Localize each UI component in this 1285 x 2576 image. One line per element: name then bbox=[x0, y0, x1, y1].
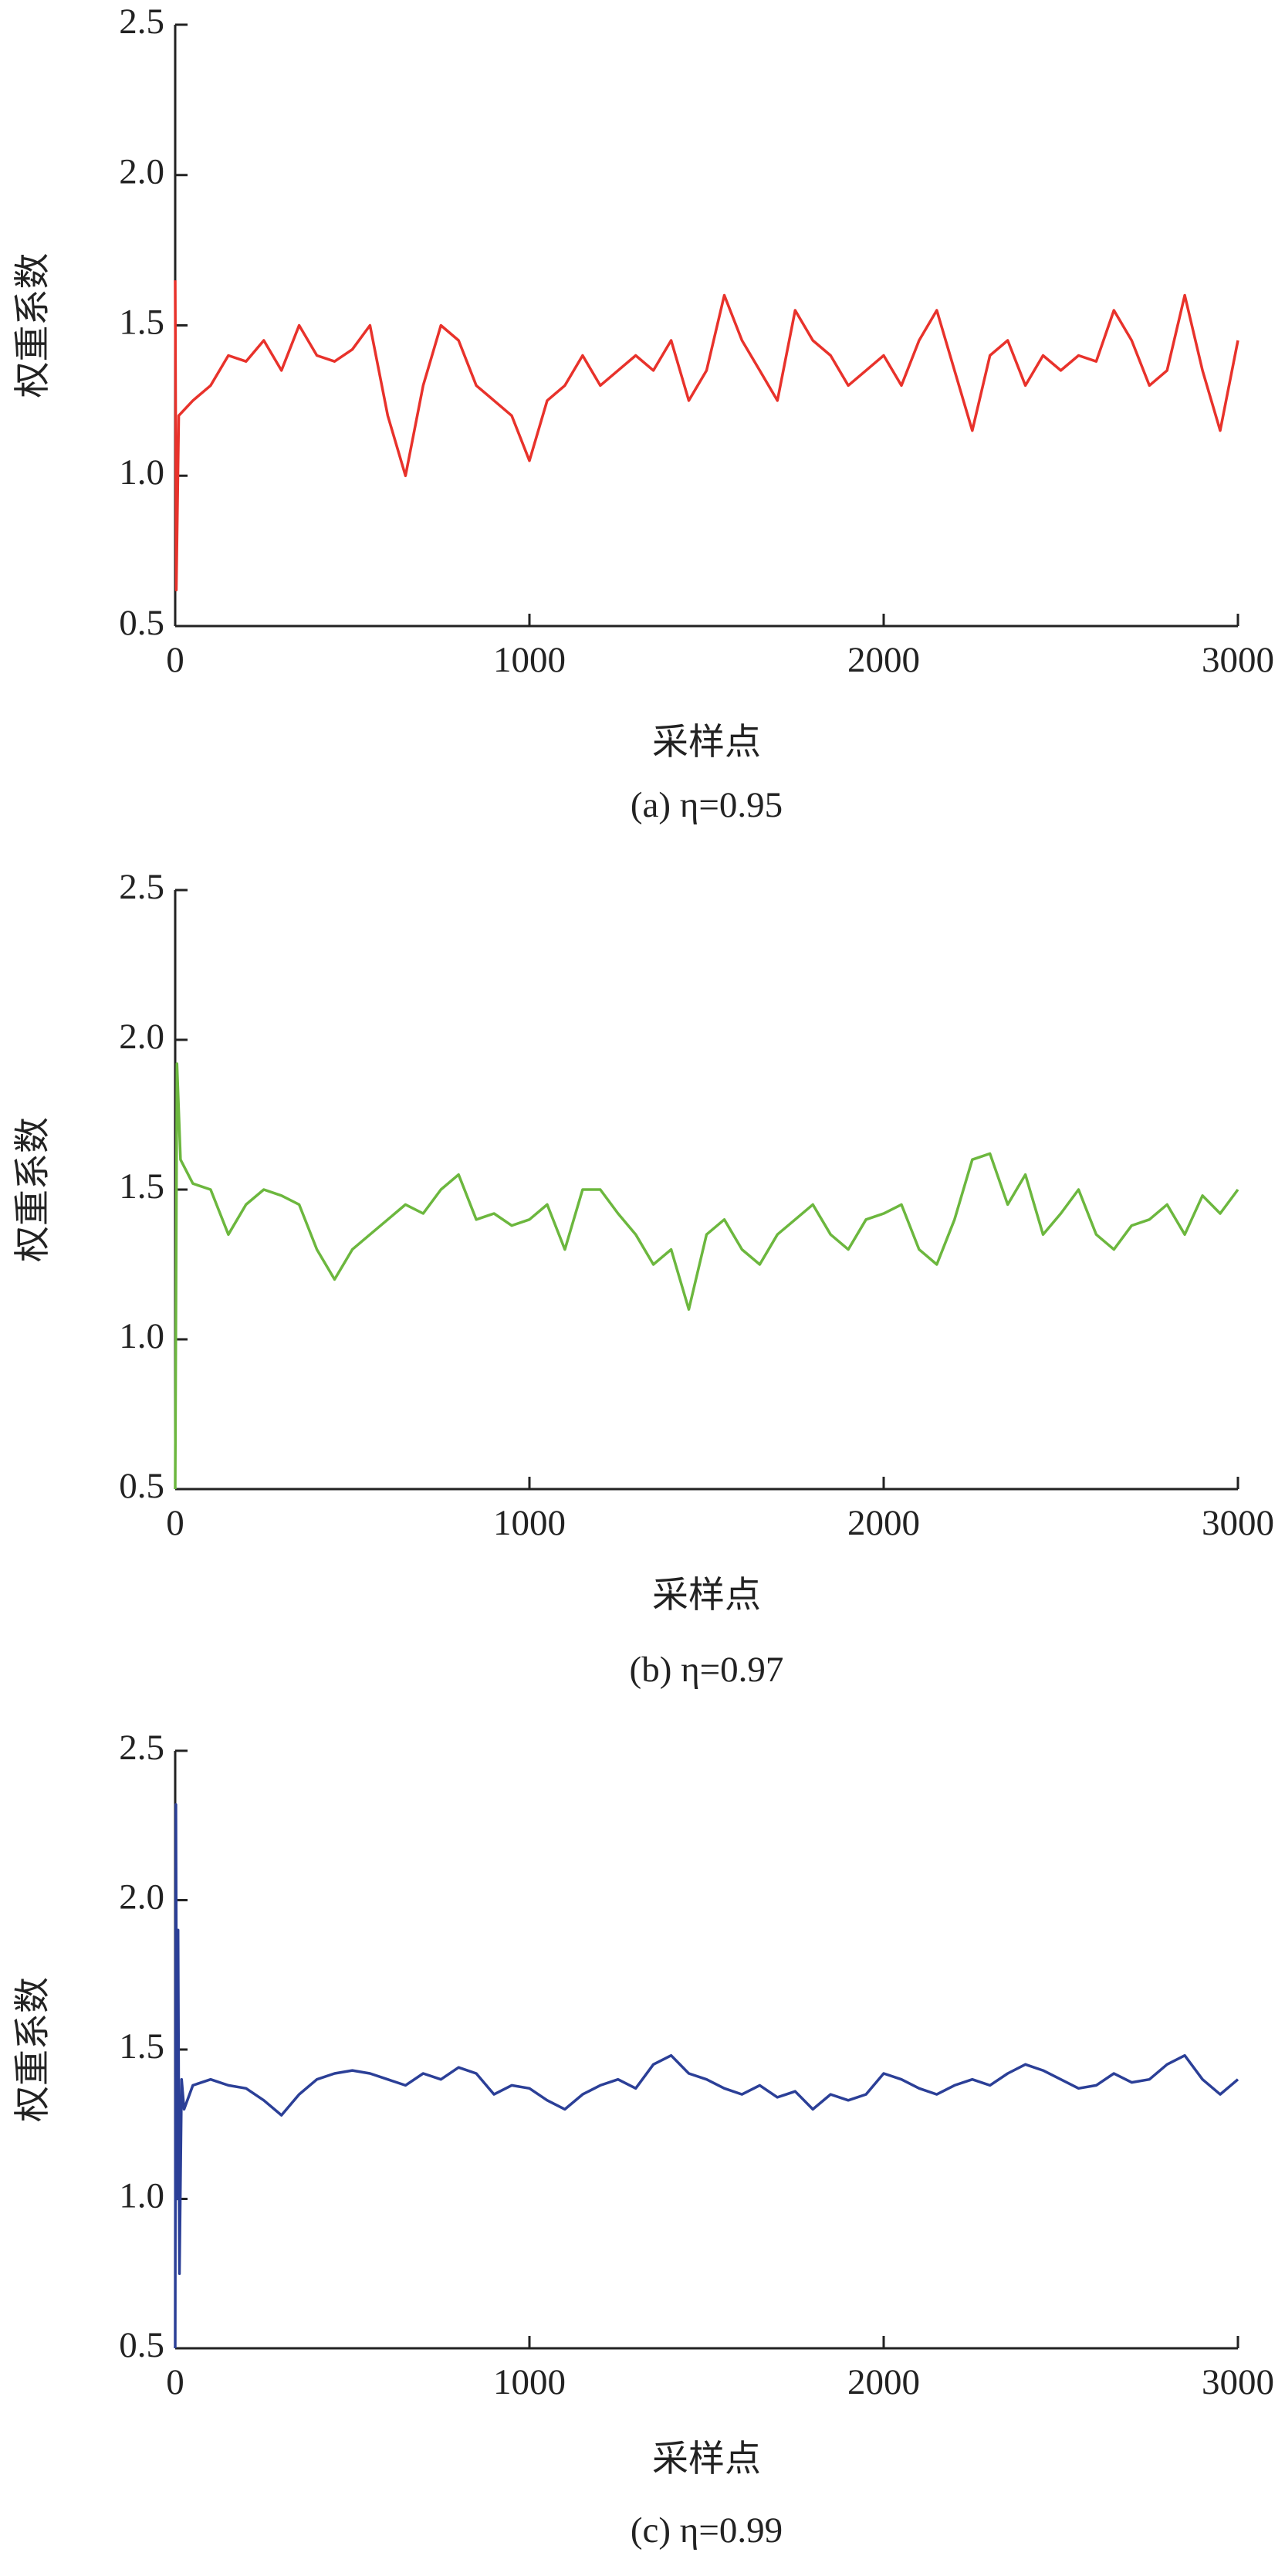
y-axis-label: 权重系数 bbox=[13, 1977, 53, 2122]
x-tick-label: 0 bbox=[166, 640, 184, 680]
line-series bbox=[174, 1803, 1239, 2349]
x-tick-label: 3000 bbox=[1202, 2362, 1274, 2402]
y-tick-label: 1.5 bbox=[119, 2026, 164, 2067]
y-tick-label: 2.0 bbox=[119, 152, 164, 192]
x-tick-label: 3000 bbox=[1202, 1503, 1274, 1543]
x-tick-label: 0 bbox=[166, 1503, 184, 1543]
y-tick-label: 1.0 bbox=[119, 1316, 164, 1356]
x-tick-label: 1000 bbox=[493, 1503, 566, 1543]
y-tick-label: 1.5 bbox=[119, 302, 164, 342]
x-tick-label: 0 bbox=[166, 2362, 184, 2402]
y-tick-label: 2.5 bbox=[119, 1728, 164, 1768]
y-axis-label: 权重系数 bbox=[13, 253, 53, 398]
y-tick-label: 2.5 bbox=[119, 2, 164, 42]
x-tick-label: 2000 bbox=[847, 640, 920, 680]
x-axis-label: 采样点 bbox=[652, 1576, 761, 1616]
y-tick-label: 1.0 bbox=[119, 2175, 164, 2215]
y-tick-label: 0.5 bbox=[119, 2325, 164, 2365]
caption: (a) η=0.95 bbox=[631, 785, 783, 825]
line-series bbox=[174, 1062, 1239, 1490]
x-axis-label: 采样点 bbox=[652, 723, 761, 763]
line-series bbox=[174, 280, 1239, 592]
x-tick-label: 1000 bbox=[493, 640, 566, 680]
y-axis-label: 权重系数 bbox=[13, 1117, 53, 1262]
x-tick-label: 2000 bbox=[847, 2362, 920, 2402]
y-tick-label: 2.5 bbox=[119, 867, 164, 907]
y-tick-label: 0.5 bbox=[119, 603, 164, 643]
x-tick-label: 1000 bbox=[493, 2362, 566, 2402]
caption: (b) η=0.97 bbox=[630, 1650, 784, 1690]
y-tick-label: 2.0 bbox=[119, 1877, 164, 1917]
y-tick-label: 1.0 bbox=[119, 452, 164, 493]
y-tick-label: 0.5 bbox=[119, 1466, 164, 1506]
y-tick-label: 2.0 bbox=[119, 1017, 164, 1057]
caption: (c) η=0.99 bbox=[631, 2510, 783, 2551]
x-tick-label: 3000 bbox=[1202, 640, 1274, 680]
y-tick-label: 1.5 bbox=[119, 1166, 164, 1207]
x-tick-label: 2000 bbox=[847, 1503, 920, 1543]
x-axis-label: 采样点 bbox=[652, 2439, 761, 2480]
